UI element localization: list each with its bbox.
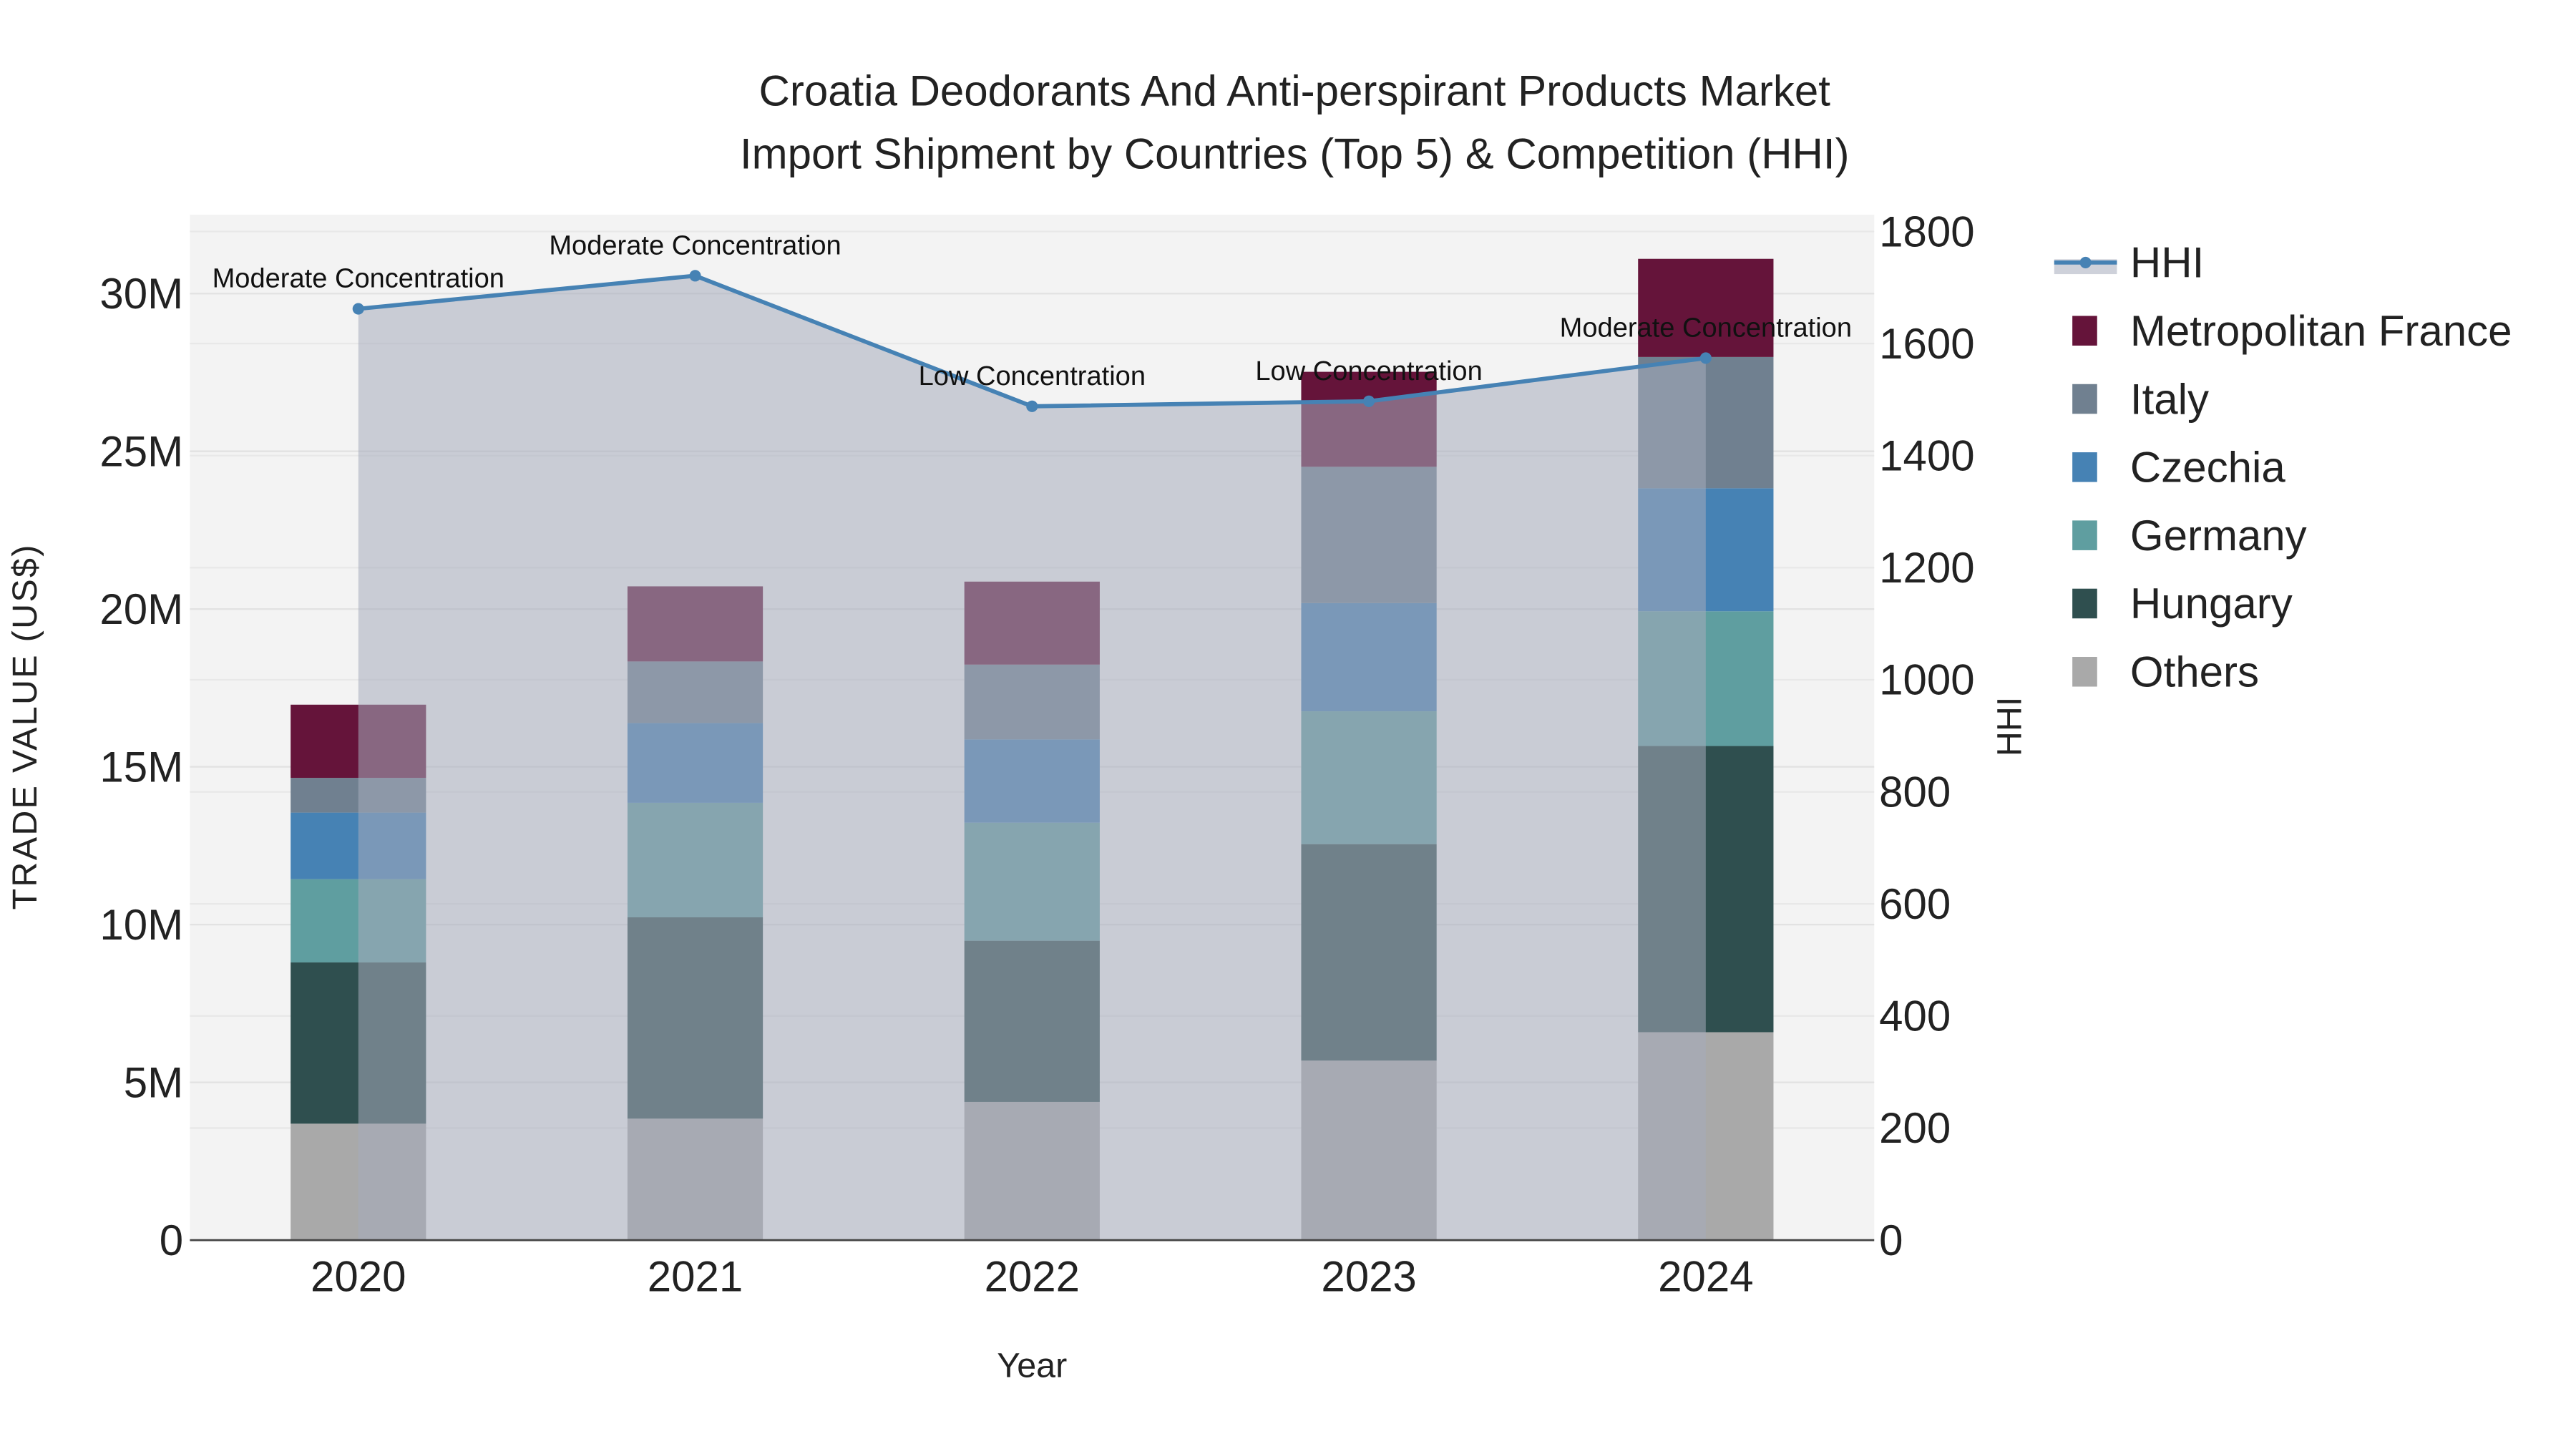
- x-tick-label: 2023: [1321, 1253, 1416, 1301]
- legend-label: Germany: [2130, 512, 2307, 560]
- hhi-point: [689, 270, 701, 282]
- y2-axis-label: HHI: [1991, 697, 2029, 756]
- y-tick-label: 10M: [99, 901, 183, 949]
- legend-label: Metropolitan France: [2130, 307, 2512, 355]
- hhi-point: [1026, 400, 1038, 412]
- bar-metropolitan-france: [1638, 258, 1774, 357]
- hhi-point: [1363, 395, 1375, 407]
- hhi-annotation: Moderate Concentration: [549, 230, 841, 260]
- x-tick-label: 2020: [311, 1253, 406, 1301]
- legend-label: Others: [2130, 648, 2259, 696]
- legend-hhi-marker: [2079, 256, 2092, 268]
- y-tick-label: 25M: [99, 427, 183, 475]
- hhi-point: [352, 303, 364, 315]
- y2-tick-label: 600: [1879, 880, 1951, 928]
- y-axis-label: TRADE VALUE (US$): [6, 543, 44, 909]
- legend-label: Italy: [2130, 375, 2209, 423]
- legend-swatch: [2072, 316, 2097, 346]
- y-tick-label: 20M: [99, 585, 183, 633]
- y2-tick-label: 400: [1879, 992, 1951, 1040]
- legend-swatch: [2072, 384, 2097, 414]
- x-axis-label: Year: [997, 1347, 1067, 1385]
- y2-tick-label: 0: [1879, 1216, 1903, 1264]
- legend-swatch: [2072, 520, 2097, 550]
- legend-swatch: [2072, 588, 2097, 619]
- legend-label: Czechia: [2130, 444, 2285, 492]
- x-tick-label: 2022: [985, 1253, 1080, 1301]
- y2-tick-label: 800: [1879, 768, 1951, 816]
- y-tick-label: 5M: [124, 1058, 183, 1106]
- legend-swatch: [2072, 452, 2097, 482]
- y2-tick-label: 1000: [1879, 656, 1974, 704]
- x-tick-label: 2021: [648, 1253, 743, 1301]
- y2-tick-label: 1600: [1879, 320, 1974, 368]
- legend-swatch: [2072, 657, 2097, 687]
- chart-title-line2: Import Shipment by Countries (Top 5) & C…: [740, 130, 1850, 177]
- hhi-annotation: Low Concentration: [919, 361, 1146, 391]
- legend-label: Hungary: [2130, 580, 2293, 628]
- y-tick-label: 15M: [99, 743, 183, 791]
- hhi-area: [358, 275, 1706, 1241]
- hhi-point: [1699, 352, 1712, 364]
- y2-tick-label: 1200: [1879, 544, 1974, 592]
- y2-tick-label: 200: [1879, 1104, 1951, 1152]
- hhi-annotation: Moderate Concentration: [1560, 313, 1852, 343]
- chart-title-line1: Croatia Deodorants And Anti-perspirant P…: [759, 67, 1831, 115]
- y2-tick-label: 1800: [1879, 208, 1974, 255]
- y2-tick-label: 1400: [1879, 432, 1974, 480]
- x-tick-label: 2024: [1658, 1253, 1753, 1301]
- y-tick-label: 0: [160, 1216, 183, 1264]
- hhi-annotation: Low Concentration: [1255, 356, 1482, 386]
- hhi-annotation: Moderate Concentration: [213, 264, 504, 294]
- legend-label: HHI: [2130, 239, 2204, 287]
- y-tick-label: 30M: [99, 270, 183, 318]
